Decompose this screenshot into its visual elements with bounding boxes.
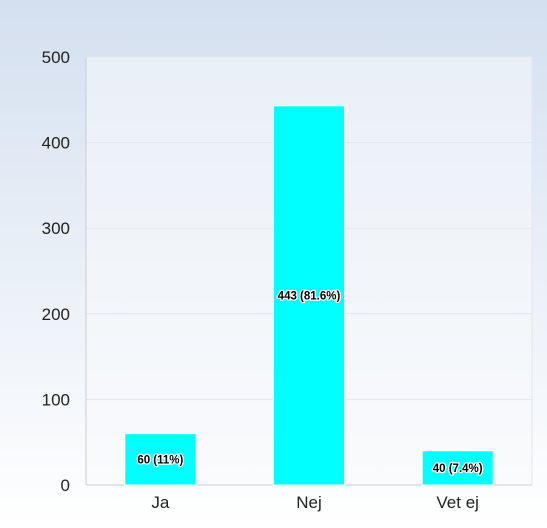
x-tick-label: Ja (151, 493, 170, 512)
data-label: 443 (81.6%) (278, 290, 341, 302)
bar-vet-ej[interactable] (421, 450, 494, 486)
data-label: 40 (7.4%) (433, 463, 483, 475)
y-tick-label: 200 (42, 305, 70, 324)
bar-nej[interactable] (273, 105, 345, 486)
x-tick-label: Vet ej (436, 493, 479, 512)
bar-ja[interactable] (124, 433, 197, 486)
data-labels: 60 (11%) 443 (81.6%) 40 (7.4%) (136, 289, 484, 476)
y-tick-label: 300 (42, 219, 70, 238)
y-tick-label: 400 (42, 134, 70, 153)
y-tick-label: 0 (61, 476, 70, 495)
data-label: 60 (11%) (137, 454, 183, 466)
y-tick-label: 500 (42, 48, 70, 67)
y-tick-label: 100 (42, 390, 70, 409)
bars (124, 105, 494, 486)
x-tick-label: Nej (296, 493, 322, 512)
tick-labels: 0 100 200 300 400 500 Ja Nej Vet ej (42, 48, 479, 512)
